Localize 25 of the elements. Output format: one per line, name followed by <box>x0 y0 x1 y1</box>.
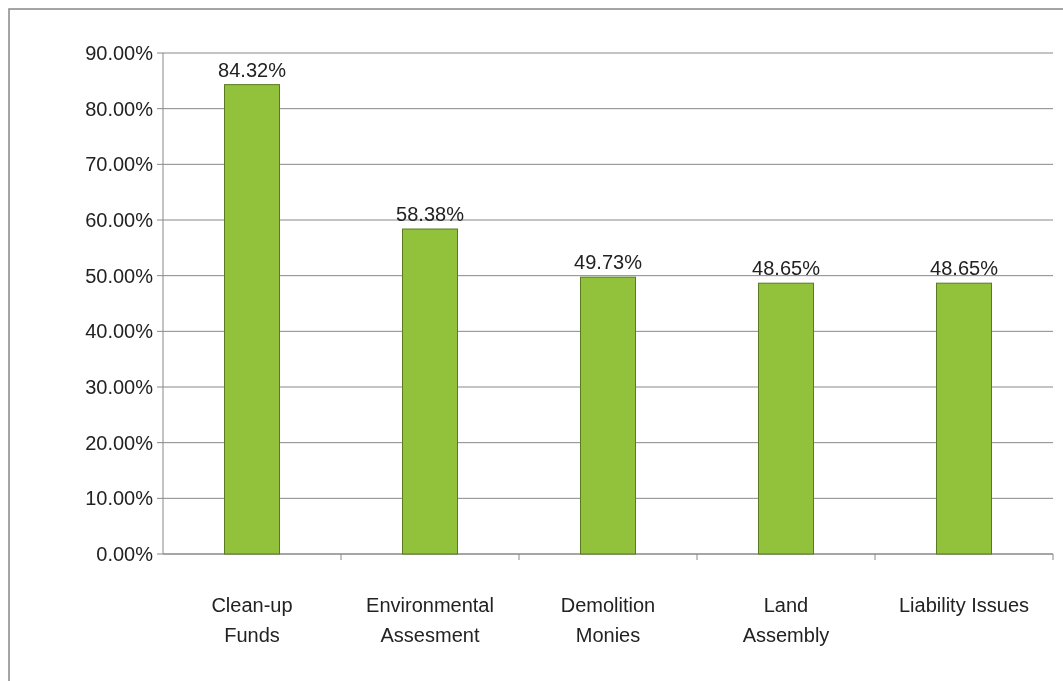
data-label: 48.65% <box>752 257 821 280</box>
y-tick-label: 70.00% <box>85 153 154 176</box>
bar <box>936 282 992 555</box>
y-tick-label: 20.00% <box>85 431 154 454</box>
data-label: 48.65% <box>930 257 999 280</box>
y-tick-label: 80.00% <box>85 97 154 120</box>
x-tick-label: Environmental Assesment <box>366 594 494 646</box>
y-tick-label: 60.00% <box>85 209 154 231</box>
y-tick-label: 10.00% <box>85 487 154 510</box>
y-tick-label: 50.00% <box>85 264 154 287</box>
bar <box>224 84 280 555</box>
bar <box>758 282 814 555</box>
bar <box>580 276 636 555</box>
x-tick-label: Liability Issues <box>898 594 1030 616</box>
data-label: 58.38% <box>396 203 465 226</box>
x-tick-label: Clean-up Funds <box>211 594 293 646</box>
data-label: 84.32% <box>218 58 287 81</box>
data-label: 49.73% <box>574 251 643 274</box>
x-tick-label: Demolition Monies <box>560 594 656 646</box>
y-tick-label: 0.00% <box>96 543 154 565</box>
bar <box>402 228 458 555</box>
x-tick-label: Land Assembly <box>742 594 830 646</box>
y-tick-label: 90.00% <box>85 42 154 64</box>
y-tick-label: 40.00% <box>85 320 154 343</box>
y-tick-label: 30.00% <box>85 376 154 398</box>
